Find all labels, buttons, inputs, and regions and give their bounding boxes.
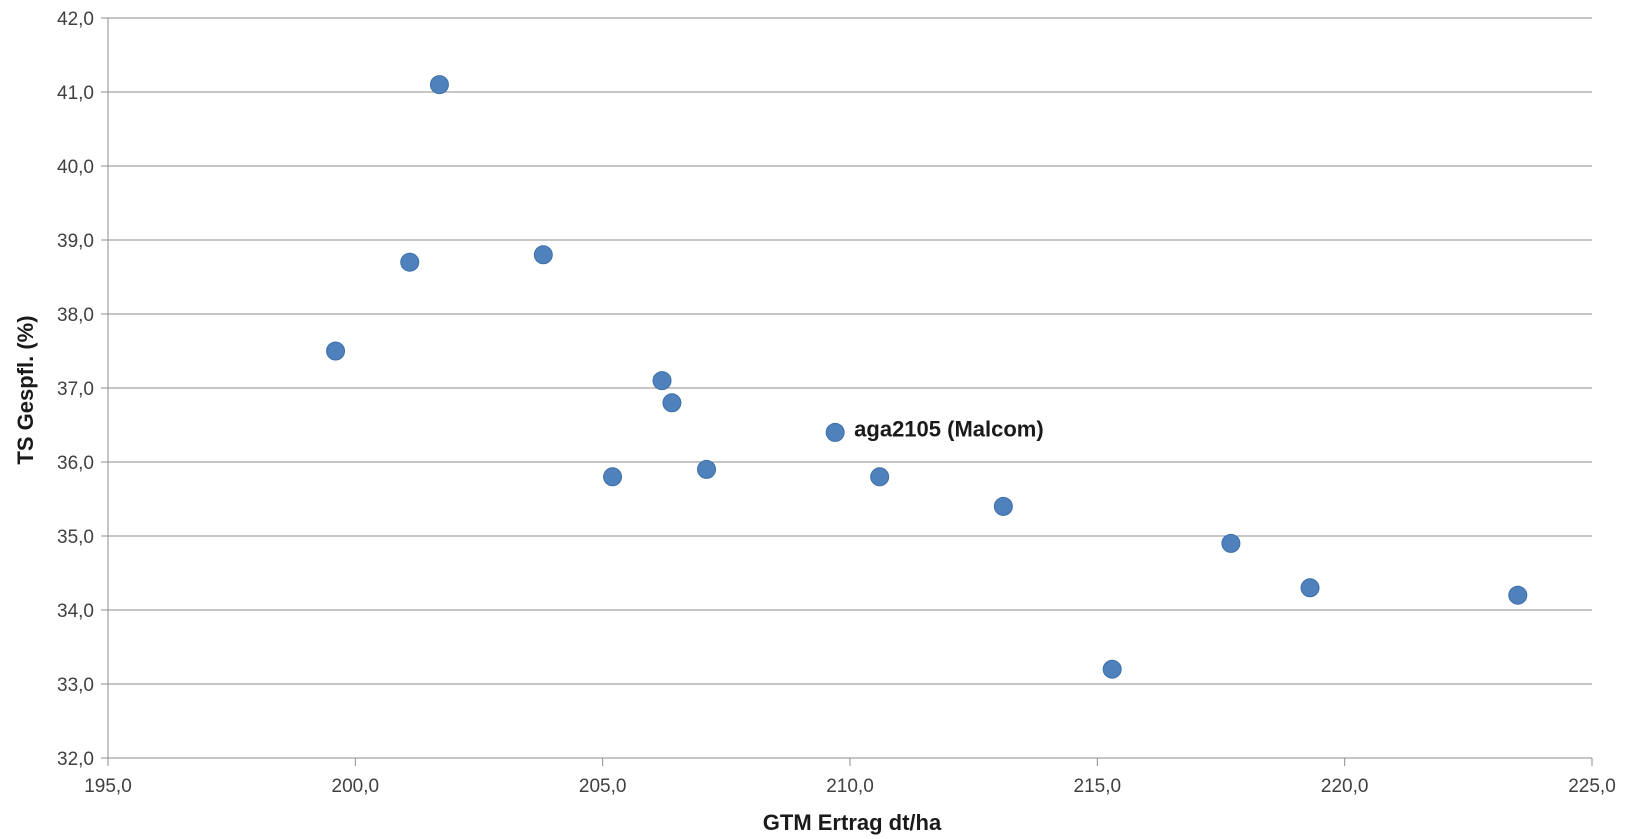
y-tick-label: 37,0: [57, 379, 94, 400]
data-point: [429, 75, 449, 95]
y-tick-label: 40,0: [57, 157, 94, 178]
y-tick-label: 39,0: [57, 231, 94, 252]
data-point: [533, 245, 553, 265]
data-point: [993, 496, 1013, 516]
data-point: [697, 459, 717, 479]
data-point: [1221, 533, 1241, 553]
x-tick-label: 205,0: [579, 776, 627, 797]
gridlines: [108, 17, 1592, 685]
data-point: [662, 393, 682, 413]
y-tick-labels: 32,0 33,0 34,0 35,0 36,0 37,0 38,0 39,0 40,0 41,0…: [57, 9, 94, 770]
y-tick-label: 35,0: [57, 527, 94, 548]
data-point: [1102, 659, 1122, 679]
x-tick-label: 215,0: [1074, 776, 1122, 797]
data-point: [870, 467, 890, 487]
data-point: [652, 371, 672, 391]
data-point: [326, 341, 346, 361]
x-tick-label: 200,0: [332, 776, 380, 797]
y-tick-label: 41,0: [57, 83, 94, 104]
x-tick-label: 220,0: [1321, 776, 1369, 797]
y-axis-title: TS Gespfl. (%): [13, 315, 38, 464]
y-tick-label: 33,0: [57, 675, 94, 696]
data-point: [603, 467, 623, 487]
y-tick-label: 36,0: [57, 453, 94, 474]
x-tick-label: 225,0: [1568, 776, 1616, 797]
y-tick-label: 38,0: [57, 305, 94, 326]
axes: [101, 17, 1593, 766]
x-axis-title: GTM Ertrag dt/ha: [763, 810, 942, 835]
point-labels: aga2105 (Malcom): [854, 416, 1044, 441]
y-tick-label: 42,0: [57, 9, 94, 30]
y-tick-label: 32,0: [57, 749, 94, 770]
data-point: [1508, 585, 1528, 605]
data-point-label: aga2105 (Malcom): [854, 416, 1044, 441]
data-point: [400, 252, 420, 272]
x-tick-label: 195,0: [84, 776, 132, 797]
x-tick-labels: 195,0 200,0 205,0 210,0 215,0 220,0 225,0: [84, 776, 1616, 797]
y-tick-label: 34,0: [57, 601, 94, 622]
data-points: [326, 75, 1528, 679]
x-tick-label: 210,0: [826, 776, 874, 797]
data-point: [1300, 578, 1320, 598]
data-point: [825, 422, 845, 442]
